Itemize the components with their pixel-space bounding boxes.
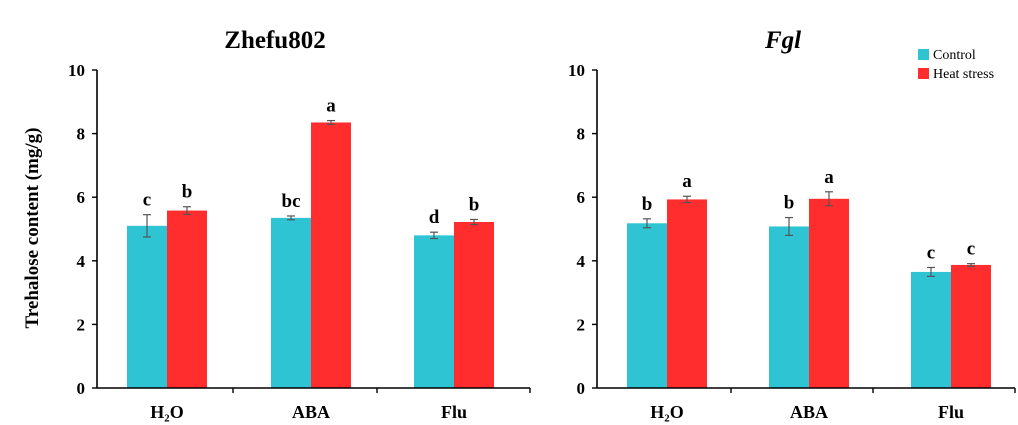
bar-group: c b bc a d b (127, 96, 494, 388)
bar-control (911, 271, 951, 388)
bar-heat-stress (454, 222, 494, 388)
y-tick-label: 10 (568, 61, 585, 80)
error-bar (287, 215, 295, 221)
significance-letter: b (182, 182, 193, 203)
error-bar (825, 191, 833, 207)
bar-heat-stress (809, 198, 849, 388)
y-axis-label: Trehalose content (mg/g) (22, 128, 43, 329)
significance-letter: a (824, 167, 834, 188)
legend-label: Heat stress (933, 67, 994, 82)
error-bar (643, 218, 651, 229)
x-tick-label: H₂O (650, 402, 683, 422)
significance-letter: b (784, 193, 795, 214)
error-bar (183, 206, 191, 215)
chart-panel-zhefu802: Zhefu802 Trehalose content (mg/g) c b bc a d… (22, 27, 531, 422)
x-tick-label: Flu (441, 402, 467, 422)
error-bar (785, 216, 793, 236)
significance-letter: a (682, 171, 692, 192)
error-bar (327, 119, 335, 125)
error-bar (430, 231, 438, 240)
x-tick-label: ABA (790, 402, 828, 422)
significance-letter: c (967, 239, 975, 260)
legend: Control Heat stress (918, 48, 994, 82)
bar-heat-stress (311, 122, 351, 388)
significance-letter: b (642, 194, 653, 215)
y-tick-label: 6 (77, 188, 86, 207)
axes: H₂O ABA Flu 0 2 4 6 8 10 (68, 61, 531, 422)
bar-group: b a b a c c (627, 167, 991, 388)
chart-title: Zhefu802 (224, 27, 325, 54)
y-tick-label: 0 (77, 379, 86, 398)
error-bar (470, 218, 478, 226)
error-bar (683, 195, 691, 204)
y-tick-label: 8 (77, 125, 86, 144)
x-tick-label: Flu (938, 402, 964, 422)
bar-control (414, 235, 454, 388)
bar-control (127, 225, 167, 388)
y-tick-label: 8 (577, 125, 586, 144)
significance-letter: bc (282, 191, 301, 212)
bar-heat-stress (951, 264, 991, 388)
significance-letter: b (469, 194, 480, 215)
legend-swatch (918, 68, 929, 79)
bar-control (769, 226, 809, 388)
significance-letter: d (429, 207, 440, 228)
legend-swatch (918, 49, 929, 60)
error-bar (927, 266, 935, 277)
bar-control (627, 223, 667, 388)
bar-heat-stress (167, 210, 207, 388)
significance-letter: c (143, 190, 151, 211)
error-bar (143, 214, 151, 238)
axes: H₂O ABA Flu 0 2 4 6 8 10 (568, 61, 1016, 422)
legend-label: Control (933, 48, 976, 63)
bar-control (271, 217, 311, 388)
chart-title: Fgl (764, 27, 801, 54)
bar-heat-stress (667, 199, 707, 388)
chart-panel-fgl: Fgl b a b a c c H₂O ABA Flu 0 2 4 6 8 10 Control Heat … (568, 27, 1016, 422)
y-tick-label: 4 (77, 252, 86, 271)
x-tick-label: H₂O (150, 402, 183, 422)
y-tick-label: 10 (68, 61, 85, 80)
significance-letter: c (927, 242, 935, 263)
y-tick-label: 6 (577, 188, 586, 207)
y-tick-label: 0 (577, 379, 586, 398)
x-tick-label: ABA (292, 402, 330, 422)
significance-letter: a (326, 96, 336, 117)
y-tick-label: 2 (77, 315, 86, 334)
y-tick-label: 4 (577, 252, 586, 271)
error-bar (967, 263, 975, 267)
y-tick-label: 2 (577, 315, 586, 334)
